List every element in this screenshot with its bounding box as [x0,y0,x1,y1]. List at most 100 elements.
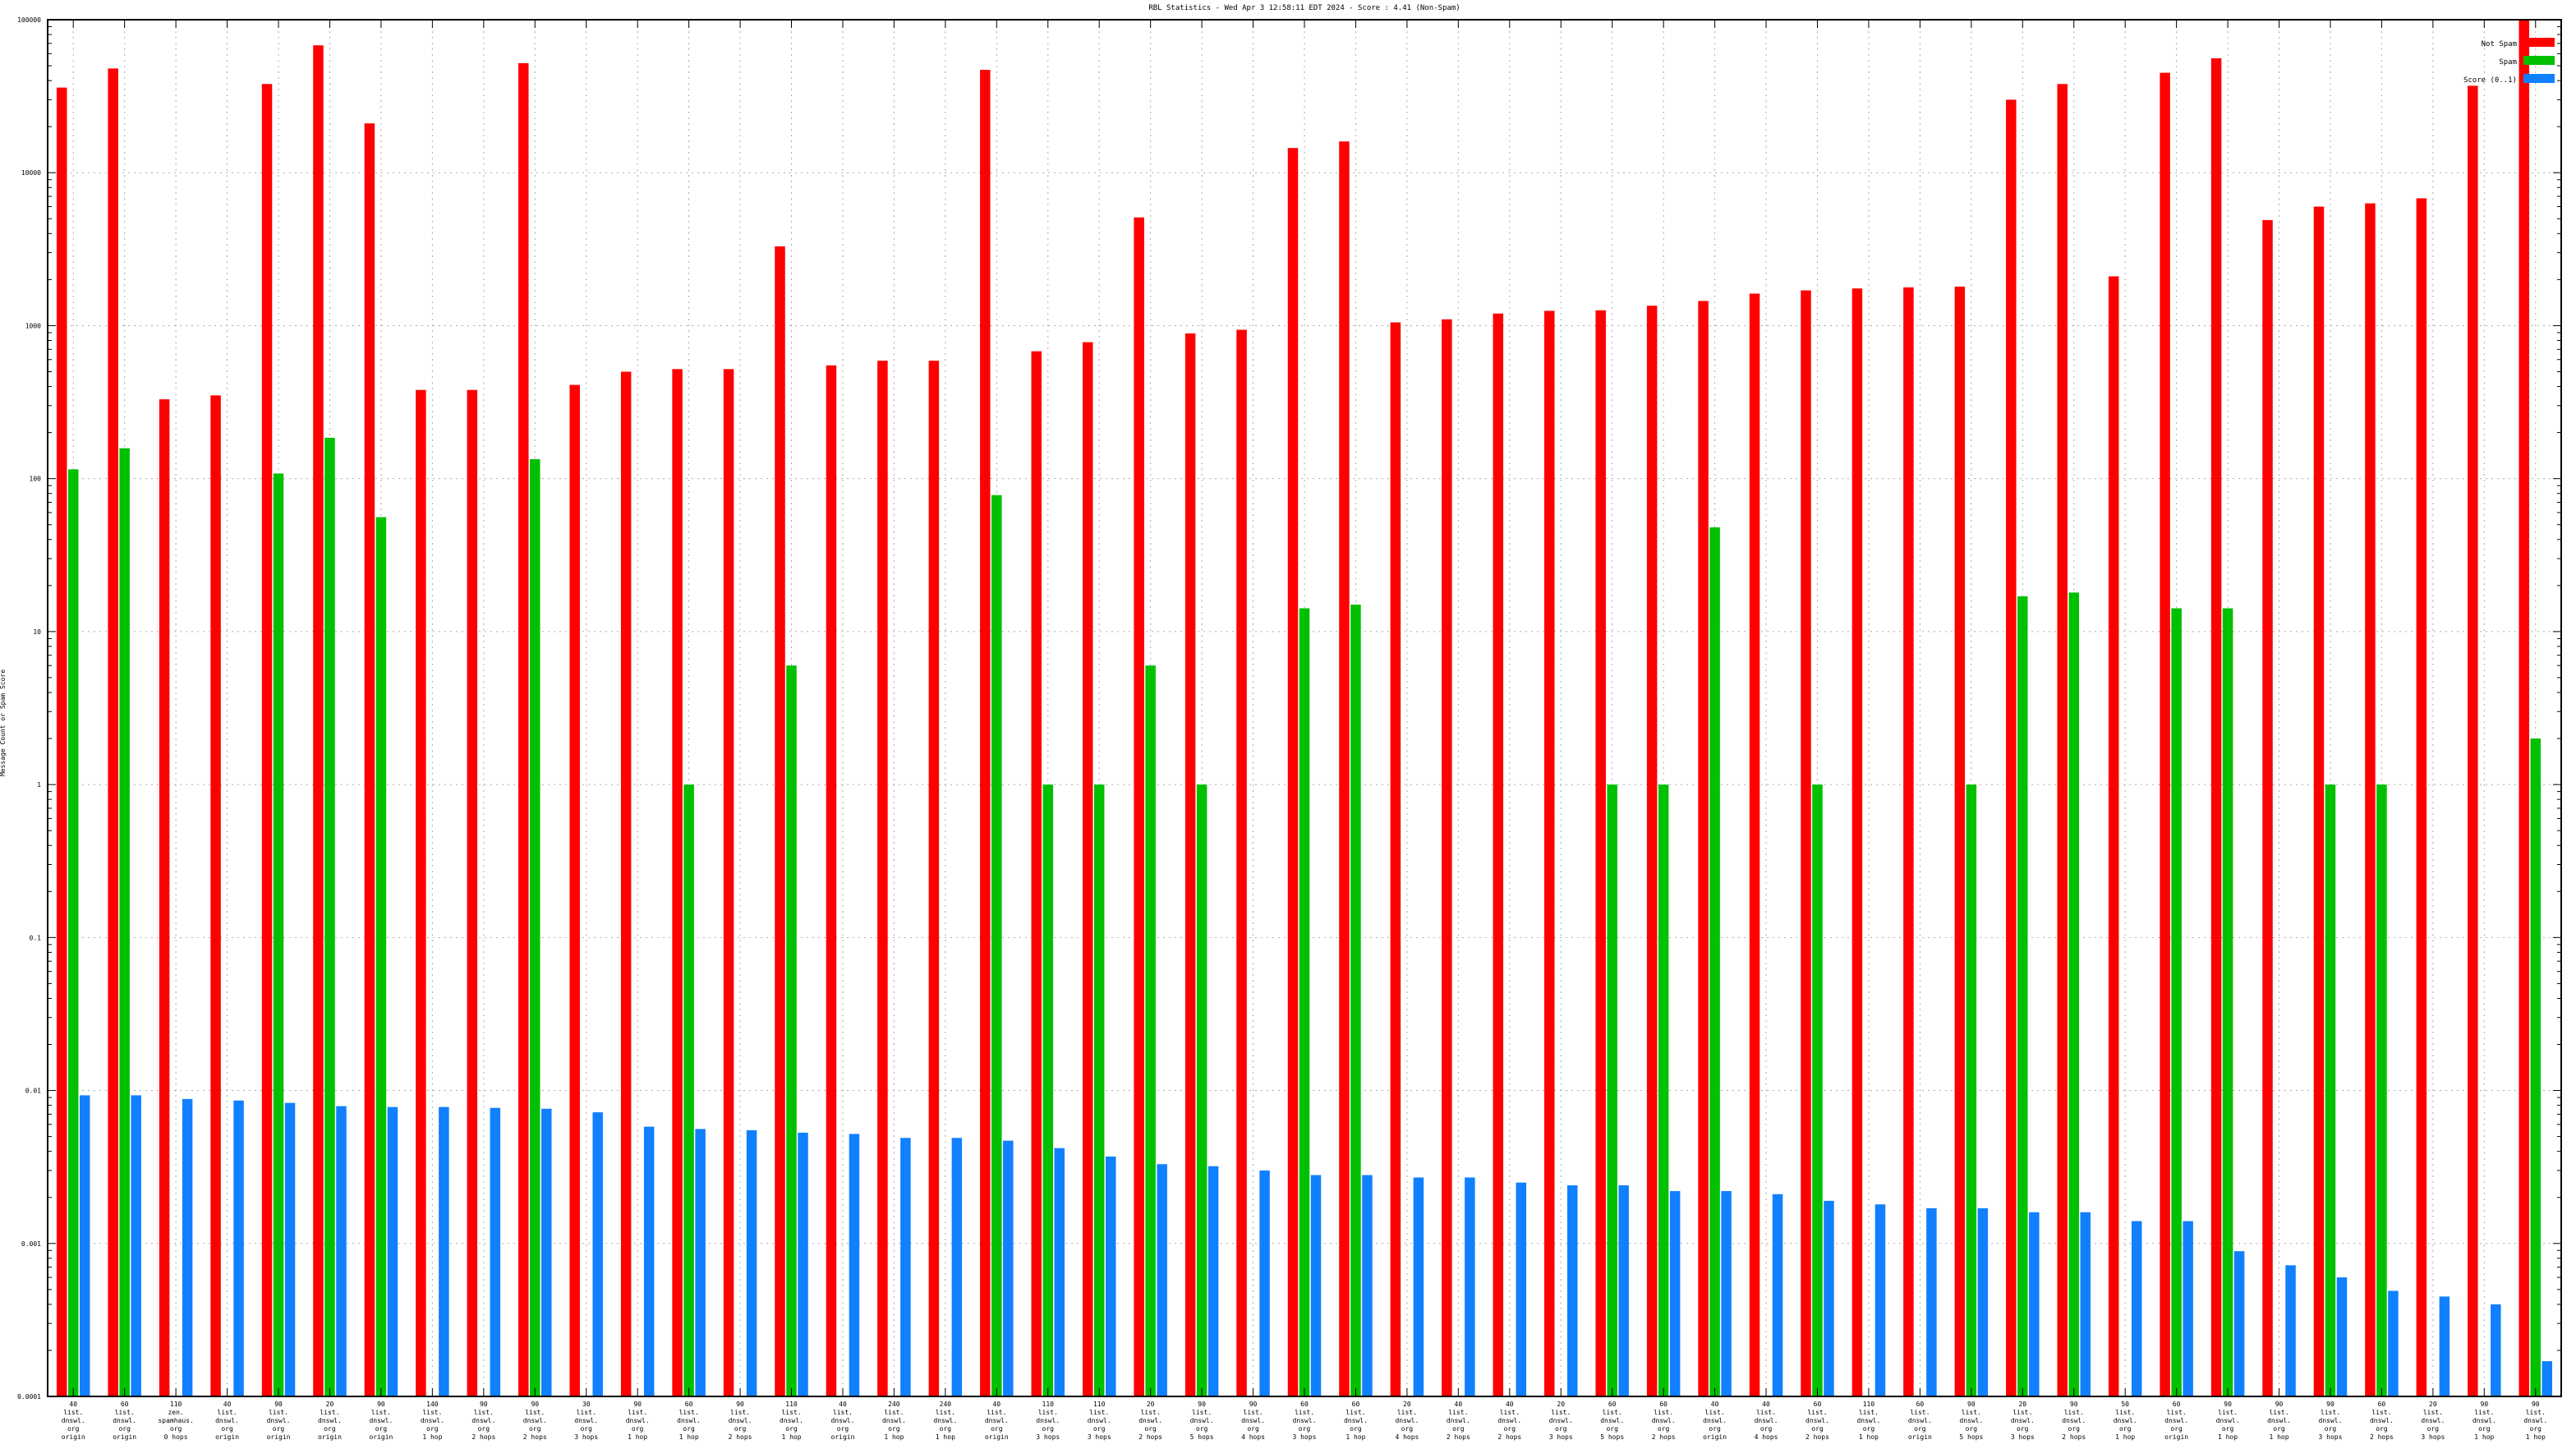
bar-score-0-1 [592,1112,603,1396]
x-tick-label: 40 list. dnswl. org origin [985,1401,1009,1441]
bar-not-spam [2518,20,2530,1396]
x-tick-label: 40 list. dnswl. org 2 hops [1447,1401,1470,1441]
bar-not-spam [877,361,888,1396]
bar-score-0-1 [1618,1184,1629,1396]
bar-not-spam [1749,293,1760,1396]
bar-not-spam [1543,310,1555,1396]
bar-not-spam [1646,306,1658,1397]
bar-not-spam [2416,198,2427,1396]
bar-not-spam [2160,72,2170,1396]
bar-not-spam [1287,148,1299,1397]
bar-not-spam [1339,141,1350,1396]
bar-score-0-1 [1054,1148,1065,1396]
bar-not-spam [1442,319,1452,1396]
bar-not-spam [672,369,683,1396]
bar-spam [683,784,694,1396]
legend-swatch [2523,56,2555,65]
bar-score-0-1 [1105,1156,1116,1396]
x-tick-label: 90 list. dnswl. org origin [267,1401,291,1441]
y-tick-label: 0.01 [25,1088,41,1095]
x-tick-label: 60 list. dnswl. org 2 hops [1652,1401,1676,1441]
x-tick-label: 90 list. dnswl. org 3 hops [2319,1401,2343,1441]
x-tick-label: 40 list. dnswl. org origin [215,1401,239,1441]
bar-spam [2530,738,2542,1396]
bar-spam [67,469,79,1396]
x-tick-label: 30 list. dnswl. org 3 hops [574,1401,598,1441]
bar-score-0-1 [1721,1191,1732,1396]
x-tick-label: 60 list. dnswl. org 1 hop [677,1401,701,1441]
bar-spam [273,473,284,1397]
bar-score-0-1 [1157,1164,1167,1396]
bar-score-0-1 [2080,1212,2091,1396]
bar-score-0-1 [1310,1175,1322,1396]
bar-not-spam [313,45,324,1397]
bar-score-0-1 [131,1095,141,1396]
x-tick-label: 90 list. dnswl. org 4 hops [1241,1401,1265,1441]
bar-not-spam [2057,84,2068,1396]
bar-not-spam [826,365,837,1396]
x-tick-label: 40 list. dnswl. org origin [831,1401,855,1441]
x-tick-label: 90 list. dnswl. org 1 hop [2523,1401,2547,1441]
bar-not-spam [1082,342,1093,1396]
bar-score-0-1 [439,1106,449,1396]
bar-spam [2017,596,2028,1396]
bar-not-spam [1236,329,1247,1397]
bar-score-0-1 [1669,1191,1681,1396]
grid-lines [48,20,2561,1396]
bar-not-spam [2006,99,2017,1397]
bar-not-spam [1903,287,1914,1396]
x-tick-label: 140 list. dnswl. org 1 hop [421,1401,444,1441]
x-tick-label: 90 list. dnswl. org 5 hops [1959,1401,1983,1441]
x-tick-label: 110 list. dnswl. org 3 hops [1088,1401,1111,1441]
bar-score-0-1 [643,1126,655,1396]
bar-score-0-1 [490,1107,501,1396]
x-tick-label: 90 list. dnswl. org 2 hops [2062,1401,2086,1441]
bar-score-0-1 [1516,1182,1527,1396]
bar-score-0-1 [2183,1221,2193,1396]
legend-swatch [2523,74,2555,83]
bar-spam [1299,608,1310,1396]
bar-not-spam [261,84,273,1396]
bar-not-spam [56,87,67,1396]
bar-spam [1042,784,1054,1396]
bar-score-0-1 [1566,1184,1578,1396]
x-tick-label: 90 list. dnswl. org 2 hops [729,1401,752,1441]
x-tick-label: 110 list. dnswl. org 3 hops [1036,1401,1060,1441]
bar-spam [1812,784,1823,1396]
x-tick-label: 60 list. dnswl. org 2 hops [1806,1401,1829,1441]
bar-spam [991,494,1002,1397]
bar-score-0-1 [900,1138,911,1396]
bar-not-spam [980,70,991,1397]
y-axis-label: Message Count or Spam Score [0,669,7,776]
x-tick-label: 60 list. dnswl. org 2 hops [2370,1401,2394,1441]
bar-not-spam [2262,219,2273,1397]
bar-not-spam [518,62,529,1397]
bar-score-0-1 [1208,1166,1219,1396]
x-tick-label: 240 list. dnswl. org 1 hop [882,1401,906,1441]
bar-score-0-1 [336,1106,347,1396]
bar-score-0-1 [1003,1140,1014,1396]
bar-not-spam [108,68,118,1396]
bar-spam [1709,527,1720,1396]
bar-score-0-1 [79,1095,90,1396]
bar-not-spam [1954,286,1966,1397]
x-tick-label: 90 list. dnswl. org 1 hop [2472,1401,2496,1441]
bars [56,20,2553,1397]
bar-score-0-1 [746,1129,757,1396]
bar-not-spam [2365,203,2376,1396]
y-tick-label: 0.001 [21,1240,41,1248]
bar-not-spam [1852,288,1863,1397]
x-tick-label: 90 list. dnswl. org 5 hops [1190,1401,1214,1441]
bar-score-0-1 [1977,1208,1989,1396]
x-tick-label: 60 list. dnswl. org 1 hop [1344,1401,1368,1441]
x-tick-label: 90 list. dnswl. org 1 hop [626,1401,650,1441]
x-tick-label: 40 list. dnswl. org origin [62,1401,85,1441]
x-tick-label: 60 list. dnswl. org 3 hops [1293,1401,1317,1441]
bar-score-0-1 [2336,1277,2348,1396]
bar-not-spam [1595,310,1606,1397]
x-tick-label: 20 list. dnswl. org 2 hops [1138,1401,1162,1441]
bar-spam [1093,784,1105,1396]
bar-score-0-1 [1362,1175,1373,1396]
bar-spam [119,448,130,1396]
x-tick-label: 90 list. dnswl. org origin [369,1401,393,1441]
